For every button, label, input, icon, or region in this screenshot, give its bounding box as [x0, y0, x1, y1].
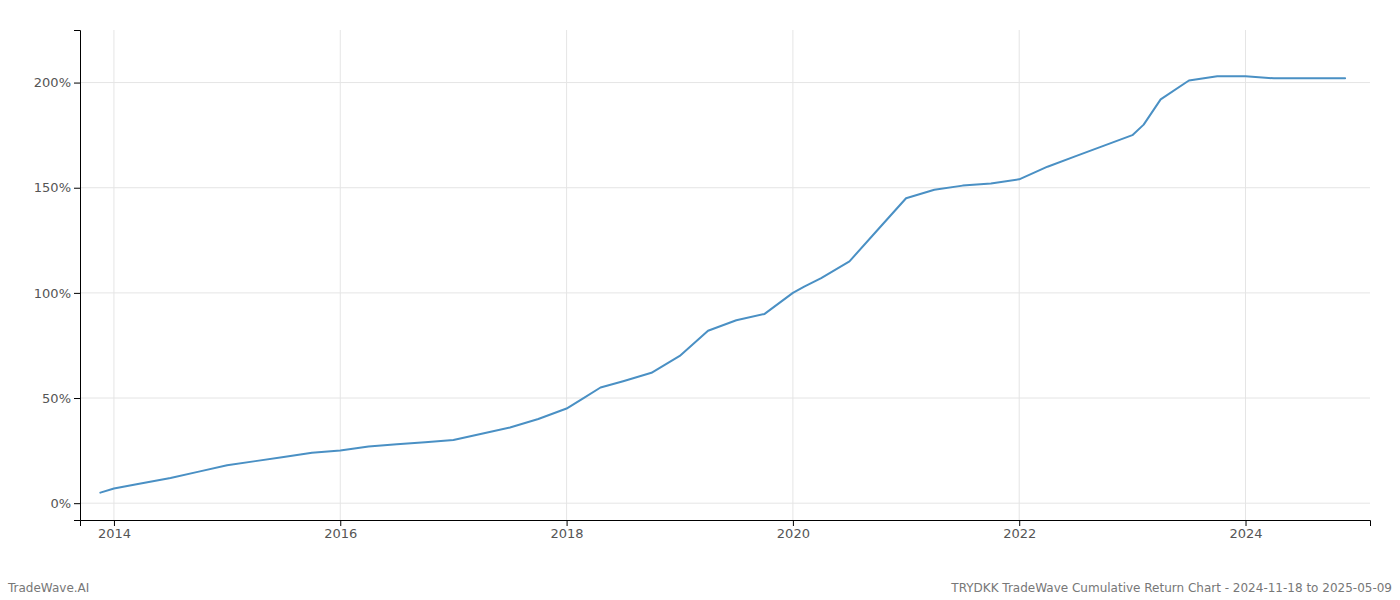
- grid-line-x: [566, 30, 567, 520]
- x-tick-mark: [567, 520, 568, 526]
- y-tick-label: 200%: [34, 75, 71, 90]
- y-tick-label: 100%: [34, 286, 71, 301]
- chart-svg: 2014 2016 2018 2020 2022 2024 0% 50% 100% 150% 200…: [0, 0, 1400, 600]
- grid-line-y: [80, 292, 1370, 293]
- x-tick: 2016: [324, 520, 357, 541]
- y-tick: 200%: [34, 75, 80, 90]
- y-tick: 50%: [42, 391, 80, 406]
- x-axis: 2014 2016 2018 2020 2022 2024: [81, 520, 1371, 541]
- grid: [80, 30, 1370, 520]
- watermark: TradeWave.AI: [7, 581, 89, 595]
- grid-line-x: [113, 30, 114, 520]
- x-tick-mark: [1019, 520, 1020, 526]
- grid-line-x: [340, 30, 341, 520]
- x-tick-label: 2020: [777, 526, 810, 541]
- plot-area: 2014 2016 2018 2020 2022 2024 0% 50% 100% 150% 200…: [34, 30, 1371, 541]
- grid-line-y: [80, 82, 1370, 83]
- x-tick: 2020: [777, 520, 810, 541]
- grid-line-y: [80, 503, 1370, 504]
- grid-line-y: [80, 398, 1370, 399]
- x-tick-label: 2022: [1003, 526, 1036, 541]
- y-axis-line: [74, 31, 81, 521]
- y-tick-label: 0%: [50, 496, 71, 511]
- y-tick-label: 150%: [34, 180, 71, 195]
- chart-title: TRYDKK TradeWave Cumulative Return Chart…: [950, 581, 1392, 595]
- x-tick-label: 2014: [98, 526, 131, 541]
- y-tick: 150%: [34, 180, 80, 195]
- x-tick-label: 2018: [551, 526, 584, 541]
- marks: [100, 76, 1345, 492]
- y-tick: 100%: [34, 286, 80, 301]
- y-axis: 0% 50% 100% 150% 200%: [34, 31, 81, 521]
- y-tick-label: 50%: [42, 391, 71, 406]
- x-tick-mark: [1246, 520, 1247, 526]
- x-tick-mark: [114, 520, 115, 526]
- x-tick-label: 2016: [324, 526, 357, 541]
- chart-container: 2014 2016 2018 2020 2022 2024 0% 50% 100% 150% 200…: [0, 0, 1400, 600]
- x-axis-line: [81, 521, 1371, 527]
- y-tick: 0%: [50, 496, 80, 511]
- x-tick-label: 2024: [1229, 526, 1262, 541]
- grid-line-x: [792, 30, 793, 520]
- y-tick-mark: [74, 503, 80, 504]
- y-tick-mark: [74, 293, 80, 294]
- grid-line-x: [1019, 30, 1020, 520]
- x-tick: 2024: [1229, 520, 1262, 541]
- y-tick-mark: [74, 398, 80, 399]
- x-tick: 2018: [551, 520, 584, 541]
- x-tick: 2014: [98, 520, 131, 541]
- grid-line-x: [1245, 30, 1246, 520]
- data-line: [100, 76, 1345, 492]
- grid-line-y: [80, 187, 1370, 188]
- y-tick-mark: [74, 188, 80, 189]
- x-tick-mark: [340, 520, 341, 526]
- x-tick-mark: [793, 520, 794, 526]
- x-tick: 2022: [1003, 520, 1036, 541]
- y-tick-mark: [74, 83, 80, 84]
